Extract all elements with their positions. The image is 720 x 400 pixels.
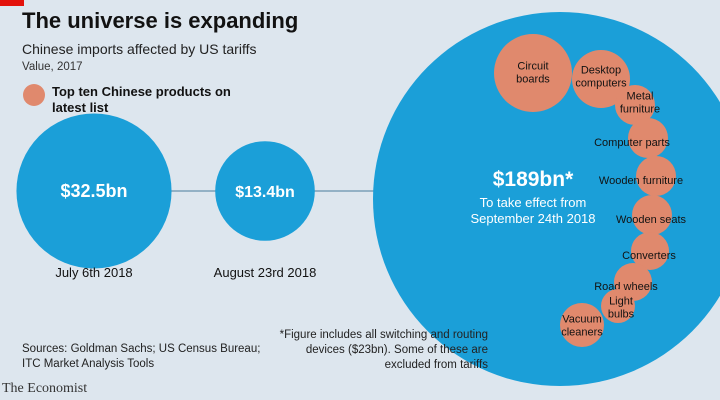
tranche-bubble-2 [215,141,315,241]
product-bubble-3 [615,85,655,125]
product-label-1-line1: Circuit [517,61,548,73]
product-label-3-line2: furniture [620,104,660,116]
brand-wordmark: The Economist [2,381,88,396]
product-label-4: Computer parts [594,137,670,149]
product-label-2-line2: computers [575,78,627,90]
product-label-9-line1: Light [609,296,633,308]
legend-swatch [23,84,45,106]
product-label-6: Wooden seats [616,214,687,226]
product-label-1-line2: boards [516,74,550,86]
product-bubble-6 [632,195,672,235]
chart-unit: Value, 2017 [22,61,83,73]
tranche-date-1: July 6th 2018 [55,265,132,280]
tranche-value-3: $189bn* [493,168,574,191]
chart-subtitle: Chinese imports affected by US tariffs [22,41,257,57]
product-label-8: Road wheels [594,281,658,293]
brand-red-bar [0,0,24,6]
product-bubble-4 [628,118,668,158]
product-bubble-9 [601,289,635,323]
product-bubble-7 [631,232,669,270]
tranche-date-2: August 23rd 2018 [214,265,317,280]
product-label-10-line1: Vacuum [562,314,602,326]
product-bubble-2 [572,50,630,108]
product-label-10-line2: cleaners [561,327,603,339]
product-bubble-1 [494,34,572,112]
product-label-9-line2: bulbs [608,309,635,321]
legend-label: Top ten Chinese products on latest list [52,84,231,115]
product-label-2-line1: Desktop [581,65,621,77]
product-bubble-10 [560,303,604,347]
tranche-caption-line2: September 24th 2018 [470,211,595,226]
source-note: Sources: Goldman Sachs; US Census Bureau… [22,343,261,370]
tranche-bubble-1 [16,113,172,269]
tranche-value-2: $13.4bn [235,184,295,201]
footnote: *Figure includes all switching and routi… [279,329,488,371]
tranche-caption-line1: To take effect from [480,195,587,210]
chart-title: The universe is expanding [22,8,299,33]
product-label-3-line1: Metal [627,91,654,103]
product-bubble-5 [636,156,676,196]
product-label-5: Wooden furniture [599,175,683,187]
tranche-value-1: $32.5bn [60,181,127,201]
product-label-7: Converters [622,250,676,262]
